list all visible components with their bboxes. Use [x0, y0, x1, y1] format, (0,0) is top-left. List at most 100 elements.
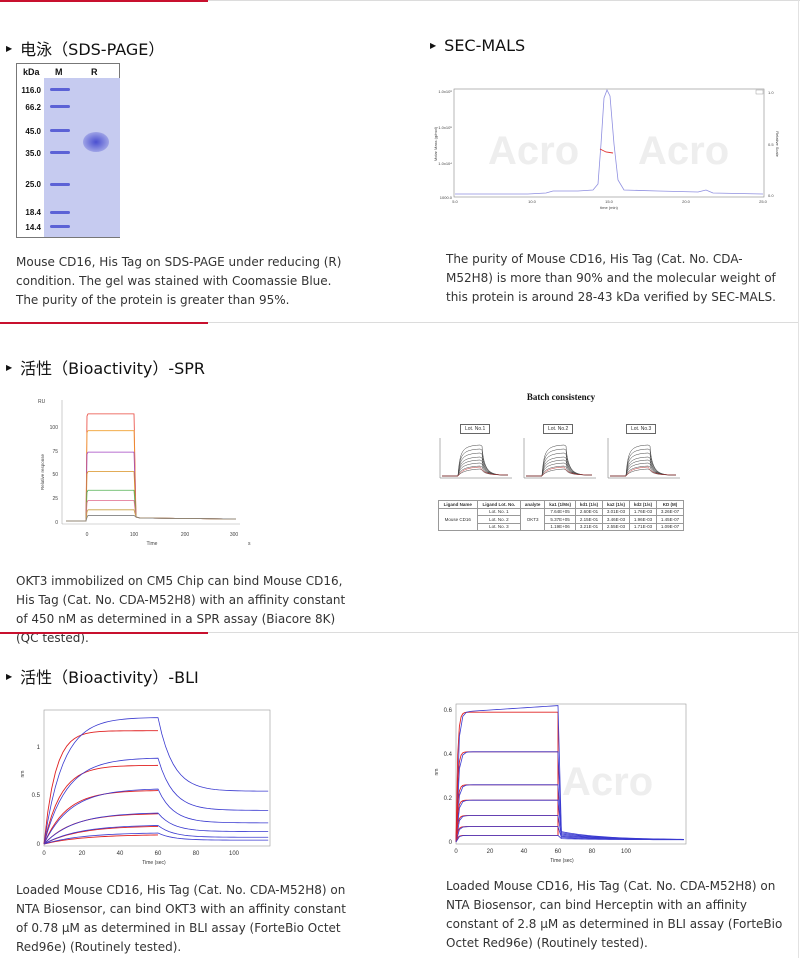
- spr-series-line: [66, 489, 237, 522]
- mini-series-line: [526, 459, 593, 477]
- mini-fit-line: [610, 466, 677, 477]
- x-tick-label: 20: [79, 851, 86, 857]
- mini-series-line: [526, 452, 593, 477]
- table-cell: Mouse CD16: [438, 507, 478, 531]
- table-cell: 1.71E-03: [628, 522, 657, 531]
- table-header: Ligand Lot. No.: [476, 500, 522, 509]
- bullet-triangle-icon: ▶: [6, 671, 13, 681]
- table-cell: 3.21E-01: [575, 522, 604, 531]
- bli-fit-line: [43, 834, 159, 845]
- mini-series-line: [442, 459, 509, 477]
- lot-panels: Lot. No.1 Lot. No.2 Lot. No.3: [436, 424, 686, 484]
- top-rule: [208, 0, 800, 1]
- x-axis-label: Time (sec): [550, 858, 574, 864]
- mini-fit-line: [526, 466, 593, 477]
- table-header: ka1 (1/Ms): [544, 500, 577, 509]
- table-cell: Lot. No. 1: [476, 507, 522, 516]
- x-tick-label: 40: [117, 851, 124, 857]
- mini-series-line: [610, 448, 677, 477]
- bli-right-chart: Acro 0.6 0.4 0.2 0 0 20 40 60 80 100 Tim…: [434, 703, 687, 864]
- table-cell: 1.09E-07: [655, 522, 685, 531]
- y-tick-label: 0: [55, 520, 58, 526]
- sds-page-title: 电泳（SDS-PAGE）: [20, 40, 165, 59]
- bullet-triangle-icon: ▶: [430, 41, 437, 50]
- bli-data-line: [43, 788, 269, 845]
- r-tick-label: 1.0: [768, 90, 774, 95]
- table-cell: 1.76E-03: [628, 507, 657, 516]
- x-tick-label: 0: [42, 851, 46, 857]
- r-tick-label: 0.0: [768, 193, 774, 198]
- mini-series-line: [610, 459, 677, 477]
- bullet-triangle-icon: ▶: [6, 362, 13, 372]
- marker-label: 25.0: [25, 180, 41, 189]
- marker-label: 18.4: [25, 208, 41, 217]
- spr-series-line: [66, 430, 237, 522]
- x-tick-label: 100: [621, 849, 632, 855]
- spr-series-line: [66, 515, 237, 522]
- sample-band: [83, 132, 109, 152]
- marker-band: [50, 225, 70, 228]
- y-tick-label: 75: [52, 449, 58, 455]
- bli-data-line: [43, 825, 269, 845]
- bli-left-chart: 1 0.5 0 0 20 40 60 80 100 Time (sec) nm: [20, 709, 271, 866]
- x-unit-label: s: [248, 541, 251, 547]
- bli-fit-line: [43, 730, 159, 845]
- y-tick-label: 0.2: [444, 796, 453, 802]
- spr-title: 活性（Bioactivity）-SPR: [20, 359, 206, 378]
- x-tick-label: 60: [155, 851, 162, 857]
- spr-caption: OKT3 immobilized on CM5 Chip can bind Mo…: [16, 574, 346, 645]
- y-tick-label: 50: [52, 472, 58, 478]
- section-accent-line: [0, 322, 208, 324]
- table-row: Lot. No. 2 5.37E+05 2.15E-01 3.46E-03 1.…: [439, 515, 685, 524]
- gel-image: [44, 78, 120, 237]
- watermark-text: Acro: [488, 129, 579, 173]
- section-divider: [208, 322, 798, 323]
- mini-series-line: [442, 448, 509, 477]
- y-tick-label: 0.5: [32, 793, 41, 799]
- x-axis-label: Time: [147, 541, 158, 547]
- x-tick-label: 5.0: [452, 199, 458, 204]
- y-axis-label: nm: [20, 771, 26, 778]
- y-tick-label: 0.4: [444, 752, 453, 758]
- gel-lane-r-label: R: [91, 67, 98, 77]
- y-axis-label: Molar Mass (g/mol): [433, 126, 438, 161]
- spr-series-line: [66, 413, 237, 522]
- x-tick-label: 300: [230, 532, 239, 538]
- gel-kda-label: kDa: [23, 67, 40, 77]
- x-tick-label: 0: [454, 849, 458, 855]
- table-cell: OKT3: [520, 507, 546, 531]
- table-header: analyte: [520, 500, 546, 509]
- marker-label: 35.0: [25, 149, 41, 158]
- x-tick-label: 100: [130, 532, 139, 538]
- sds-page-heading: ▶ 电泳（SDS-PAGE）: [6, 36, 164, 60]
- lot-3-mini-chart: [607, 438, 680, 479]
- y-tick-label: 1000.0: [440, 195, 453, 200]
- sds-caption: Mouse CD16, His Tag on SDS-PAGE under re…: [16, 255, 342, 307]
- bli-fit-line: [43, 764, 159, 845]
- table-cell: 1.96E-03: [628, 515, 657, 524]
- table-cell: Lot. No. 3: [476, 522, 522, 531]
- y-tick-label: 100: [50, 425, 59, 431]
- sds-gel-figure: kDa M R 116.0 66.2 45.0 35.0 25.0 18.4 1…: [16, 63, 120, 238]
- mini-series-line: [442, 452, 509, 477]
- mini-series-line: [526, 448, 593, 477]
- marker-band: [50, 211, 70, 214]
- marker-band: [50, 183, 70, 186]
- table-cell: 5.37E+05: [544, 515, 577, 524]
- marker-label: 45.0: [25, 127, 41, 136]
- section-divider: [208, 632, 798, 633]
- batch-consistency-figure: Batch consistency Lot. No.1 Lot. No.2 Lo…: [436, 388, 686, 544]
- lot-label: Lot. No.2: [543, 424, 574, 434]
- sec-mals-title: SEC-MALS: [444, 36, 526, 55]
- watermark-text: Acro: [638, 129, 729, 173]
- x-tick-label: 80: [193, 851, 200, 857]
- table-header: ka2 (1/s): [602, 500, 630, 509]
- y-tick-label: 1: [37, 745, 41, 751]
- spr-series-line: [66, 471, 237, 522]
- bli-data-line: [43, 757, 269, 845]
- x-tick-label: 200: [181, 532, 190, 538]
- bli-title: 活性（Bioactivity）-BLI: [20, 668, 199, 687]
- bullet-triangle-icon: ▶: [6, 43, 13, 53]
- table-cell: 3.01E-03: [602, 507, 630, 516]
- x-tick-label: 20: [487, 849, 494, 855]
